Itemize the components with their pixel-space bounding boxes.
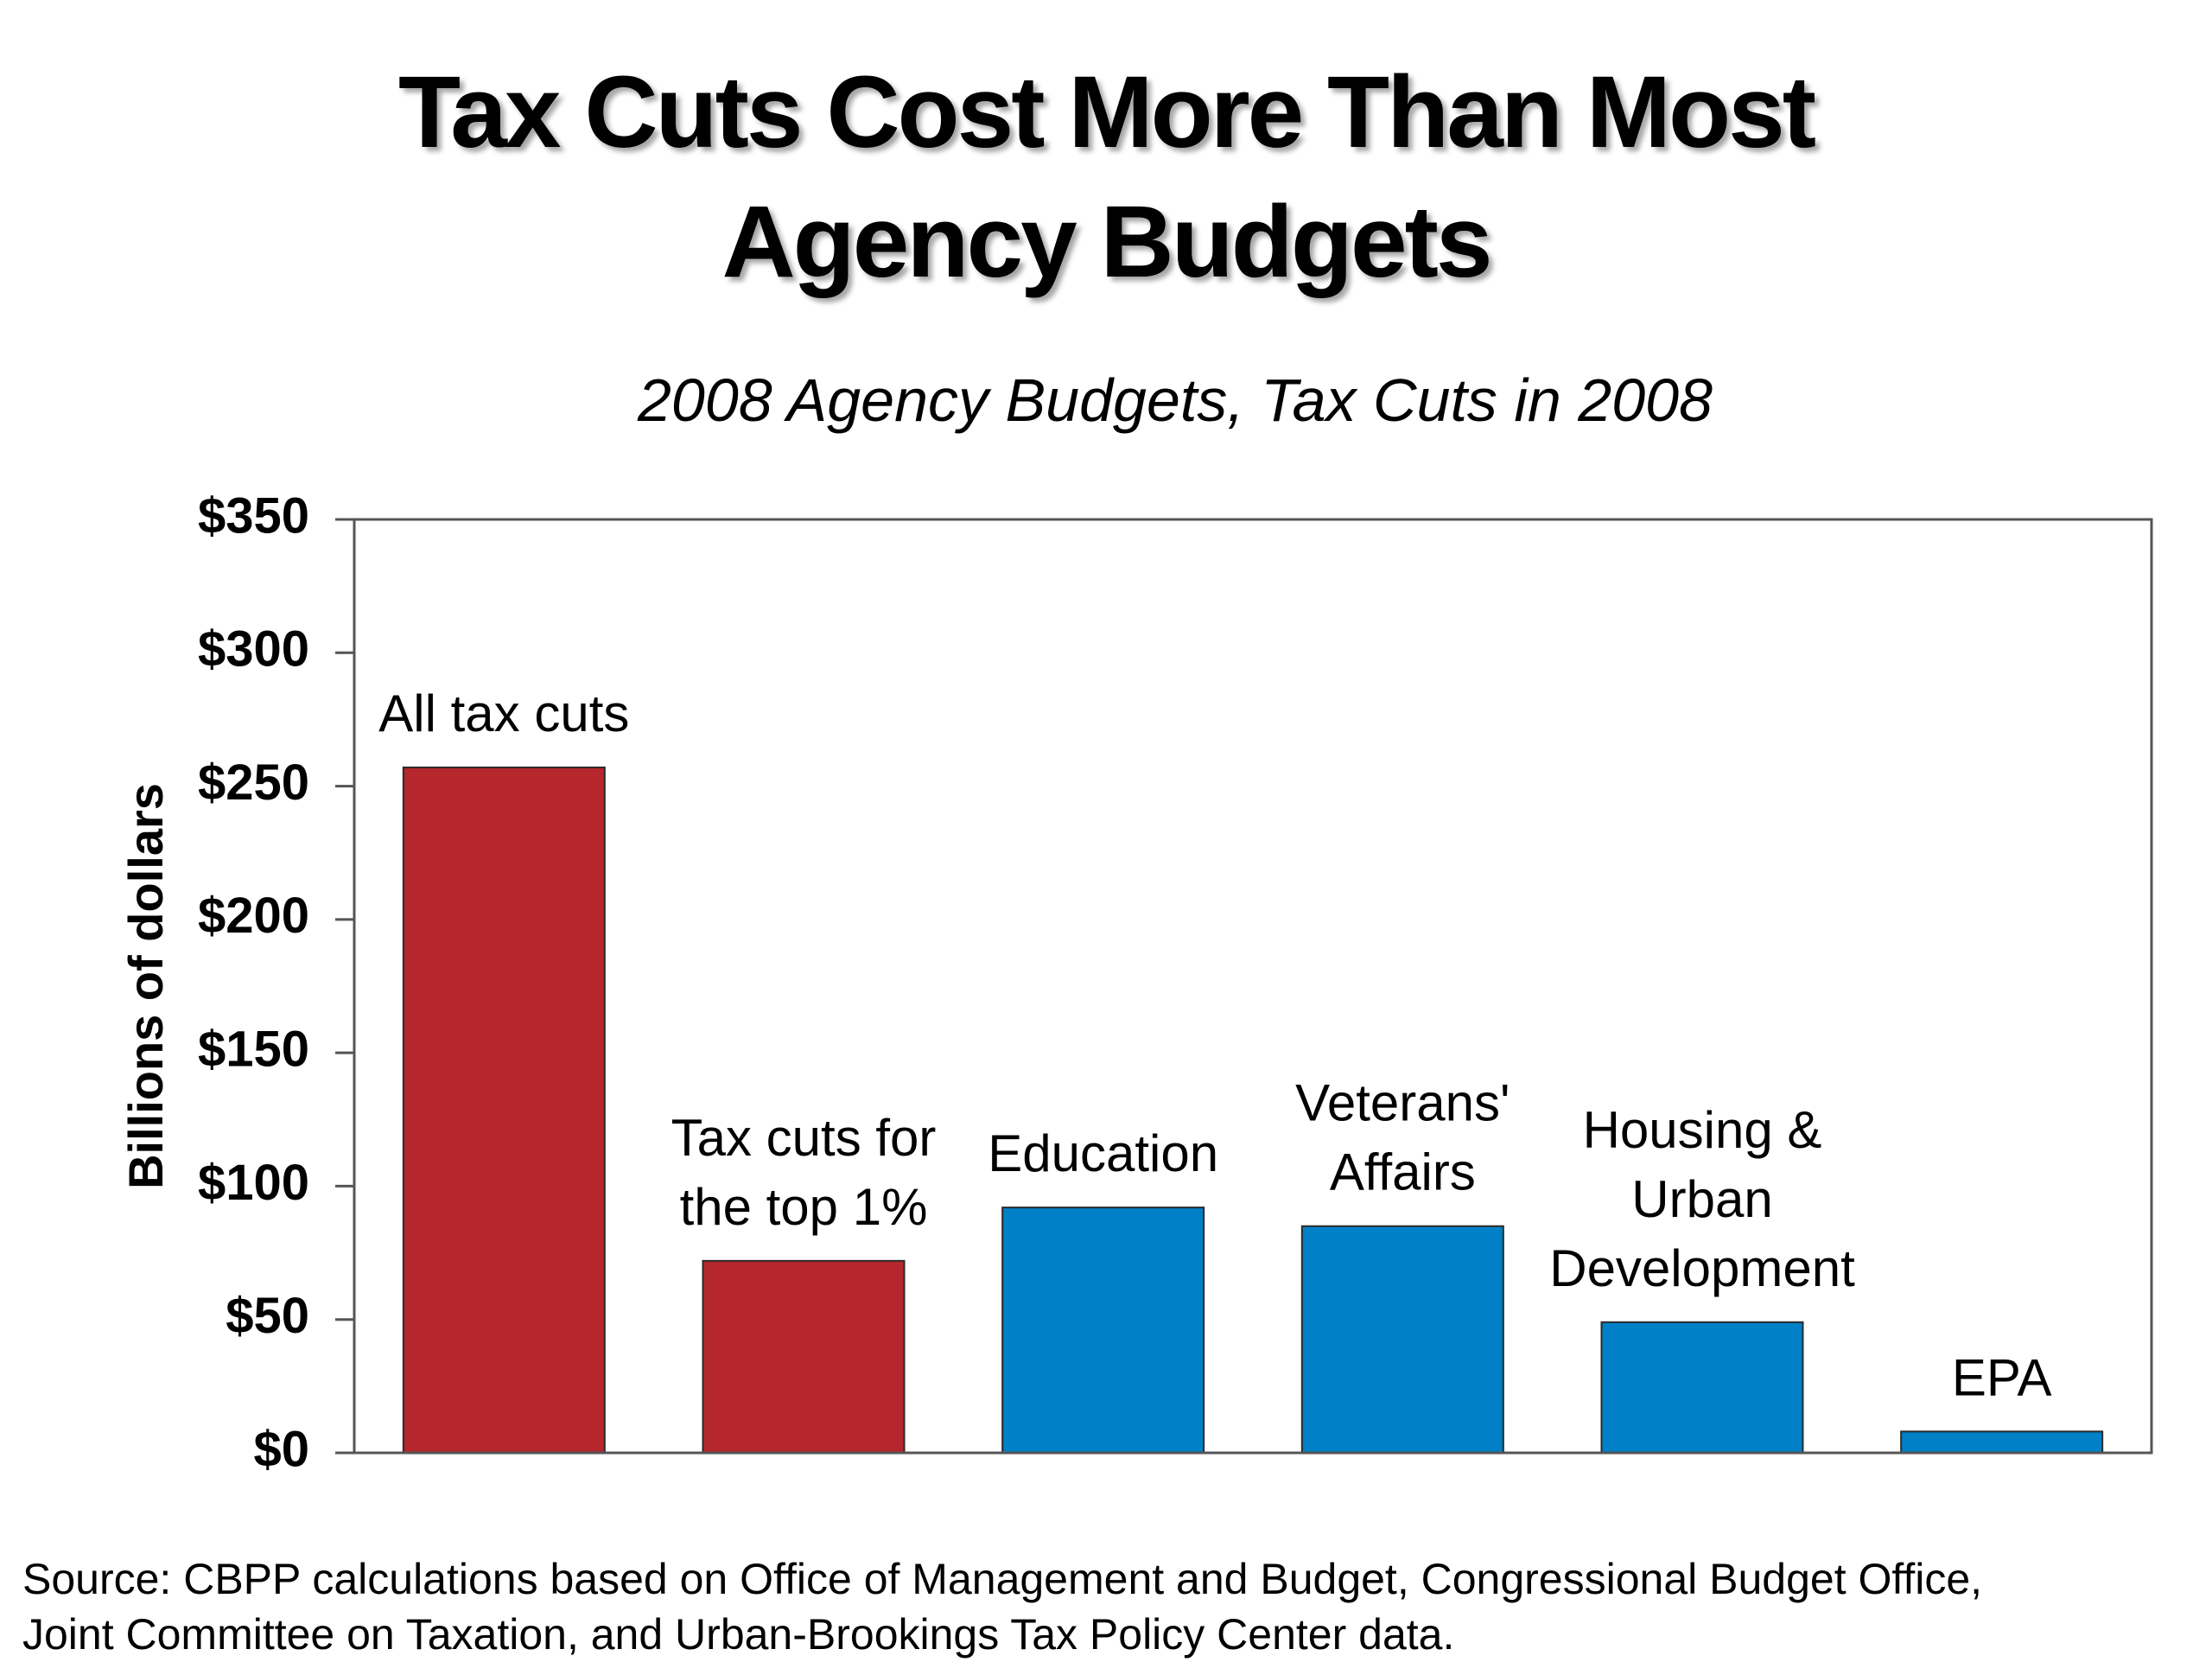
y-axis-title: Billions of dollars: [118, 783, 173, 1189]
y-tick-label: $0: [253, 1421, 309, 1477]
category-label-line: Affairs: [1330, 1143, 1476, 1201]
category-label-line: Development: [1549, 1239, 1855, 1297]
category-labels: All tax cuts Tax cuts for the top 1% Educat…: [378, 685, 2051, 1406]
source-line-2: Joint Committee on Taxation, and Urban-B…: [22, 1610, 1455, 1659]
y-tick-label: $100: [198, 1155, 309, 1211]
chart-title-line-1: Tax Cuts Cost More Than Most: [397, 55, 1816, 169]
y-tick-label: $50: [226, 1288, 309, 1344]
y-axis: $0 $50 $100 $150 $200 $250 $300 $350: [198, 487, 354, 1477]
category-label: EPA: [1952, 1348, 2052, 1406]
chart-title: Tax Cuts Cost More Than Most Agency Budg…: [0, 48, 2212, 307]
chart-subtitle: 2008 Agency Budgets, Tax Cuts in 2008: [637, 366, 1713, 434]
category-label-line: All tax cuts: [378, 685, 629, 742]
bar: [1900, 1430, 2104, 1455]
category-label-line: Tax cuts for: [671, 1109, 937, 1167]
y-tick-label: $150: [198, 1021, 309, 1077]
category-label-line: Education: [988, 1124, 1218, 1182]
category-label-line: EPA: [1952, 1348, 2052, 1406]
y-tick-label: $300: [198, 621, 309, 678]
chart-title-line-2: Agency Budgets: [721, 185, 1492, 299]
category-label-line: Housing &: [1583, 1101, 1822, 1159]
category-label: Housing & Urban Development: [1549, 1101, 1855, 1297]
bar: [402, 766, 606, 1454]
bar: [1600, 1321, 1804, 1455]
y-tick-label: $200: [198, 888, 309, 944]
y-tick-label: $250: [198, 755, 309, 811]
bars: [402, 766, 2104, 1455]
source-line-1: Source: CBPP calculations based on Offic…: [22, 1555, 1983, 1603]
category-label-line: Urban: [1631, 1170, 1772, 1228]
category-label-line: Veterans': [1295, 1074, 1510, 1132]
plot-frame: [353, 518, 2153, 1455]
bar: [1300, 1225, 1504, 1454]
bar: [1001, 1207, 1205, 1454]
category-label: All tax cuts: [378, 685, 629, 742]
category-label-line: the top 1%: [680, 1178, 928, 1236]
category-label: Education: [988, 1124, 1218, 1182]
category-label: Tax cuts for the top 1%: [671, 1109, 937, 1236]
source-note: Source: CBPP calculations based on Offic…: [22, 1551, 2200, 1662]
y-tick-label: $350: [198, 487, 309, 544]
bar: [702, 1259, 906, 1455]
category-label: Veterans' Affairs: [1295, 1074, 1510, 1201]
